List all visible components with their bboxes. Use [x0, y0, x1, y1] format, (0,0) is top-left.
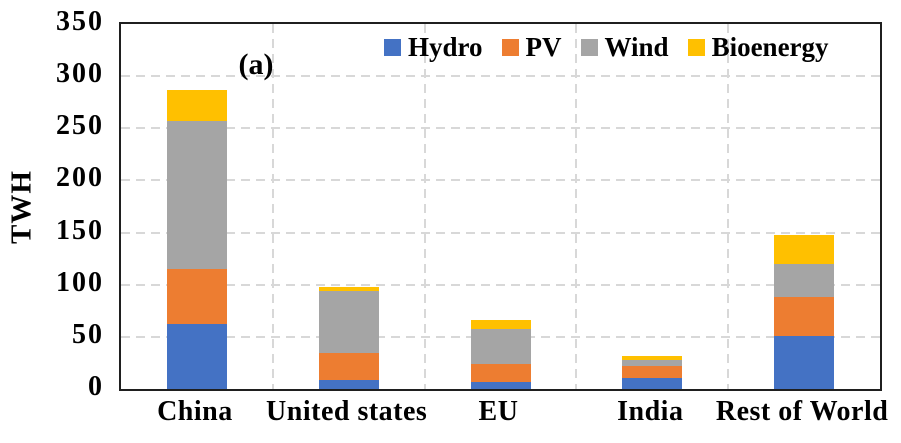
panel-label: (a) — [238, 48, 274, 81]
legend-label-pv: PV — [525, 32, 562, 62]
bar-segment-eu-pv — [470, 364, 531, 382]
x-label-china: China — [157, 396, 233, 427]
legend-swatch-icon-hydro — [384, 38, 401, 56]
legend-swatch-icon-bioenergy — [687, 38, 705, 56]
y-tick-label-200: 200 — [56, 162, 104, 194]
bar-rest-of-world — [774, 234, 835, 389]
gridline-horizontal-200 — [121, 179, 880, 182]
bar-segment-rest-of-world-pv — [774, 297, 835, 336]
bar-segment-china-bioenergy — [166, 89, 227, 121]
bar-india — [622, 355, 683, 389]
bar-segment-eu-bioenergy — [470, 320, 531, 329]
bar-segment-china-hydro — [166, 324, 227, 389]
gridline-horizontal-100 — [121, 283, 880, 286]
bar-segment-rest-of-world-wind — [774, 263, 835, 298]
x-label-eu: EU — [478, 396, 519, 427]
gridline-vertical-4 — [727, 24, 730, 389]
legend-label-bioenergy: Bioenergy — [711, 32, 829, 62]
bar-segment-china-wind — [166, 120, 227, 270]
gridline-vertical-3 — [575, 24, 578, 389]
gridline-vertical-1 — [271, 24, 274, 389]
bar-segment-rest-of-world-bioenergy — [774, 234, 835, 264]
y-tick-label-0: 0 — [88, 371, 104, 402]
x-label-united-states: United states — [266, 396, 428, 427]
bar-segment-india-pv — [622, 366, 683, 378]
legend-item-wind: Wind — [580, 32, 669, 62]
legend-label-hydro: Hydro — [408, 32, 483, 62]
gridline-vertical-2 — [423, 24, 426, 389]
legend-item-pv: PV — [501, 32, 562, 62]
y-tick-label-150: 150 — [56, 214, 104, 246]
bar-china — [166, 89, 227, 389]
gridline-horizontal-150 — [121, 231, 880, 234]
bar-segment-united-states-pv — [318, 352, 379, 380]
legend-item-hydro: Hydro — [384, 33, 483, 61]
legend-swatch-icon-wind — [580, 38, 598, 56]
y-tick-label-50: 50 — [72, 318, 104, 350]
bar-segment-united-states-hydro — [318, 379, 379, 389]
bar-eu — [470, 320, 531, 389]
legend-swatch-icon-pv — [501, 38, 519, 56]
x-label-rest-of-world: Rest of World — [715, 396, 889, 427]
gridline-horizontal-250 — [121, 127, 880, 130]
bar-segment-india-hydro — [622, 377, 683, 389]
bar-segment-united-states-wind — [318, 291, 379, 353]
y-tick-label-100: 100 — [56, 266, 104, 298]
legend: Hydro PV Wind Bioenergy — [384, 33, 829, 61]
bar-united-states — [318, 286, 379, 389]
x-label-india: India — [617, 396, 684, 427]
y-tick-label-350: 350 — [56, 6, 104, 37]
plot-area: (a) Hydro PV Wind Bioenergy — [119, 22, 882, 391]
bar-segment-china-pv — [166, 269, 227, 325]
legend-label-wind: Wind — [604, 32, 669, 62]
gridline-horizontal-300 — [121, 75, 880, 78]
y-tick-label-250: 250 — [56, 110, 104, 142]
bar-segment-eu-hydro — [470, 381, 531, 389]
bar-segment-india-bioenergy — [622, 355, 683, 360]
legend-item-bioenergy: Bioenergy — [687, 32, 829, 62]
y-tick-label-300: 300 — [56, 58, 104, 90]
bar-segment-india-wind — [622, 359, 683, 366]
bar-segment-eu-wind — [470, 328, 531, 365]
bar-segment-united-states-bioenergy — [318, 286, 379, 292]
bar-segment-rest-of-world-hydro — [774, 335, 835, 389]
